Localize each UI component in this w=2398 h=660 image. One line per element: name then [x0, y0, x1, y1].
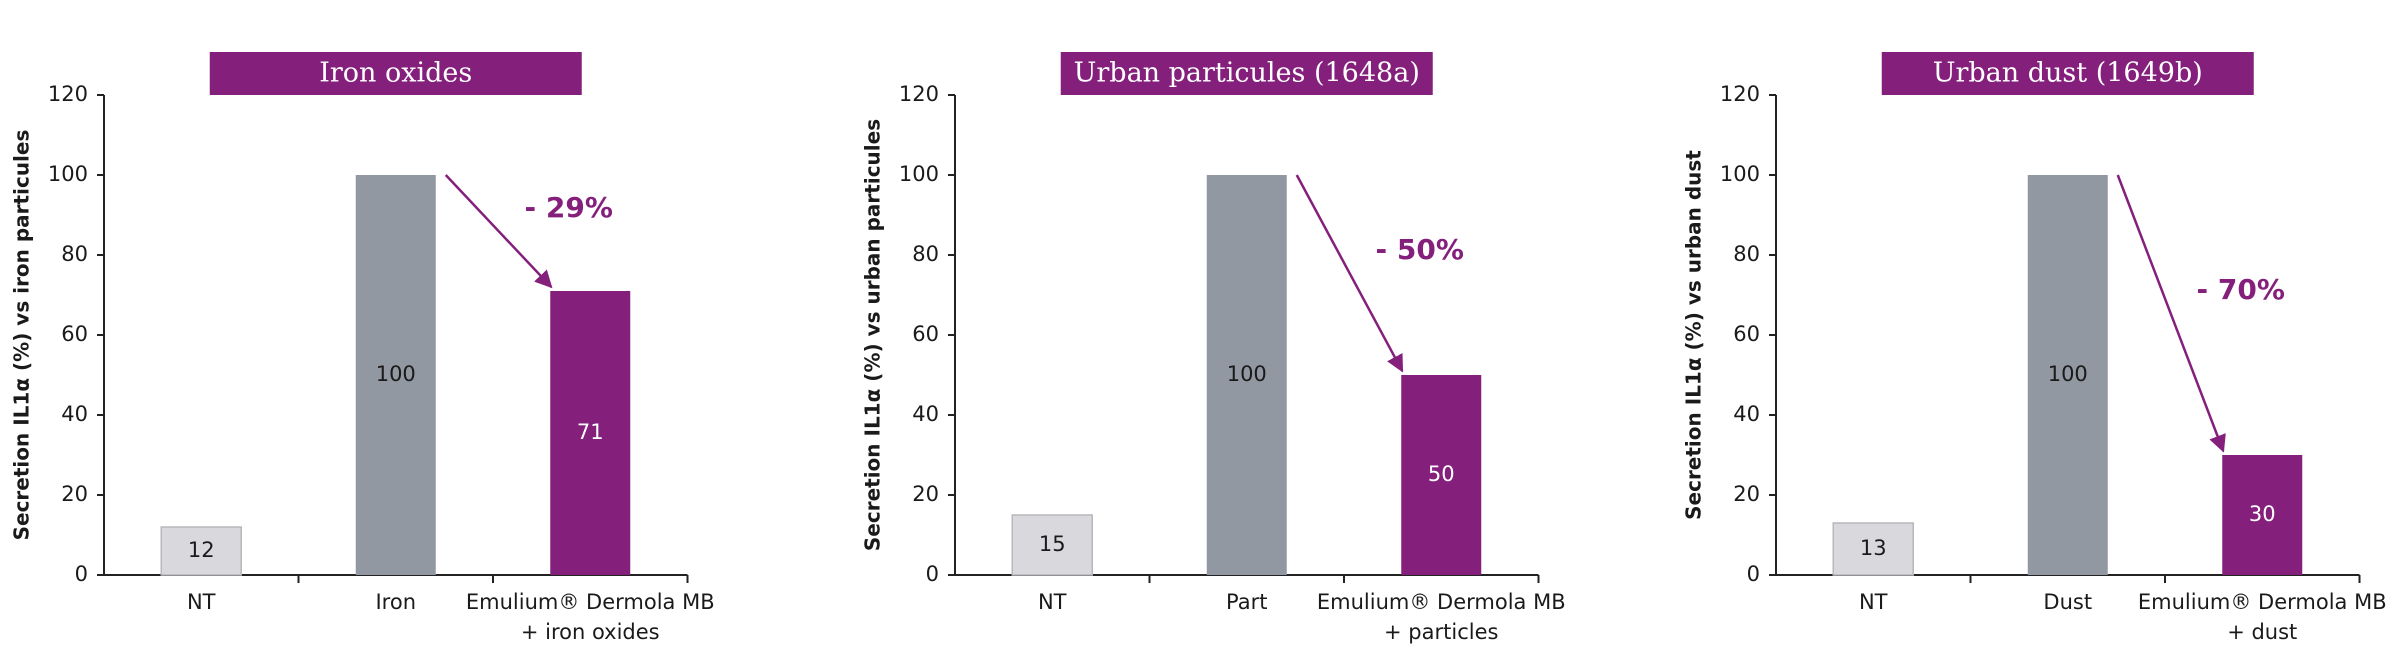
reduction-arrow [1295, 174, 1404, 373]
reduction-annotation: - 50% [1376, 233, 1464, 266]
x-tick-label: NT [1858, 590, 1888, 614]
chart-title: Iron oxides [319, 58, 472, 89]
bar [1206, 175, 1287, 575]
y-tick-label: 80 [912, 242, 939, 266]
reduction-annotation: - 70% [2197, 273, 2285, 306]
y-tick-label: 0 [75, 562, 88, 586]
y-tick-label: 0 [926, 562, 939, 586]
x-tick-label-box: Dust [2043, 590, 2093, 614]
x-tick-label: Emulium® Dermola MB + particles [1316, 590, 1566, 644]
bar [2222, 455, 2303, 575]
y-axis-label: Secretion IL1α (%) vs iron particules [10, 130, 34, 541]
chart: Urban dust (1649b) Secretion IL1α (%) vs … [1682, 52, 2387, 644]
chart: Urban particules (1648a) Secretion IL1α (… [861, 52, 1566, 644]
bar [355, 175, 436, 575]
y-tick-label: 40 [61, 402, 88, 426]
bar [550, 291, 631, 575]
x-tick-label: Emulium® Dermola MB + iron oxides [465, 590, 715, 644]
y-tick-label: 20 [1733, 482, 1760, 506]
bar-value-label: 50 [1428, 462, 1455, 486]
chart-title: Urban particules (1648a) [1074, 58, 1420, 89]
y-axis-label: Secretion IL1α (%) vs urban particules [861, 119, 885, 551]
y-tick-label: 60 [61, 322, 88, 346]
bar-value-label: 13 [1860, 536, 1887, 560]
y-tick-label: 60 [912, 322, 939, 346]
y-tick-label: 20 [912, 482, 939, 506]
bar-value-label: 15 [1039, 532, 1066, 556]
bar [1832, 522, 1914, 576]
x-tick-label: Iron [375, 590, 417, 614]
chart: Iron oxides Secretion IL1α (%) vs iron pa… [10, 52, 715, 644]
bar-value-label: 100 [376, 362, 416, 386]
chart-title: Urban dust (1649b) [1933, 58, 2203, 89]
x-tick-label-box: Emulium® Dermola MB + dust [2137, 590, 2387, 644]
x-tick-label: NT [186, 590, 216, 614]
bar-value-label: 71 [577, 420, 604, 444]
bar [1401, 375, 1482, 575]
reduction-arrow [444, 174, 553, 289]
y-tick-label: 0 [1747, 562, 1760, 586]
bar-value-label: 30 [2249, 502, 2276, 526]
bar [2027, 175, 2108, 575]
y-tick-label: 80 [1733, 242, 1760, 266]
bar [1011, 514, 1093, 576]
x-tick-label-box: Iron [375, 590, 417, 614]
reduction-annotation: - 29% [525, 191, 613, 224]
y-tick-label: 120 [899, 82, 939, 106]
bar-value-label: 100 [2048, 362, 2088, 386]
x-tick-label-box: NT [186, 590, 216, 614]
y-tick-label: 40 [1733, 402, 1760, 426]
x-tick-label: Part [1226, 590, 1268, 614]
bar-value-label: 100 [1227, 362, 1267, 386]
x-tick-label: Dust [2043, 590, 2093, 614]
x-tick-label-box: Emulium® Dermola MB + particles [1316, 590, 1566, 644]
title-box [1060, 52, 1433, 95]
x-tick-label: NT [1037, 590, 1067, 614]
y-tick-label: 40 [912, 402, 939, 426]
reduction-arrow [2116, 174, 2226, 453]
title-box [209, 52, 582, 95]
y-tick-label: 100 [899, 162, 939, 186]
y-tick-label: 80 [61, 242, 88, 266]
x-tick-label-box: Part [1226, 590, 1268, 614]
y-axis-label: Secretion IL1α (%) vs urban dust [1682, 150, 1706, 520]
y-tick-label: 100 [1720, 162, 1760, 186]
y-tick-label: 20 [61, 482, 88, 506]
x-tick-label-box: Emulium® Dermola MB + iron oxides [465, 590, 715, 644]
x-tick-label-box: NT [1858, 590, 1888, 614]
y-tick-label: 120 [48, 82, 88, 106]
x-tick-label-box: NT [1037, 590, 1067, 614]
y-tick-label: 60 [1733, 322, 1760, 346]
bar [160, 526, 242, 576]
x-tick-label: Emulium® Dermola MB + dust [2137, 590, 2387, 644]
y-tick-label: 120 [1720, 82, 1760, 106]
y-tick-label: 100 [48, 162, 88, 186]
bar-value-label: 12 [188, 538, 215, 562]
title-box [1881, 52, 2254, 95]
